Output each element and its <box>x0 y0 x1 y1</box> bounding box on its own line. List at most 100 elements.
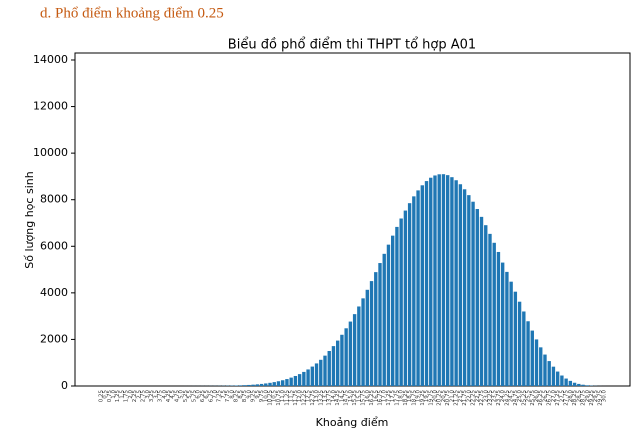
x-tick-label: 7.0 <box>213 390 219 399</box>
bar <box>348 321 353 386</box>
x-tick-label: 15.25 <box>352 390 358 406</box>
x-tick-label: 2.25 <box>132 390 138 403</box>
x-tick-label: 20.0 <box>432 390 438 403</box>
bar <box>500 262 505 386</box>
x-tick-label: 11.25 <box>284 390 290 406</box>
x-tick-label: 16.25 <box>369 390 375 406</box>
x-tick-label: 22.0 <box>466 390 472 403</box>
x-tick-label: 16.75 <box>377 390 383 406</box>
x-tick-label: 19.5 <box>424 390 430 403</box>
x-tick-label: 5.25 <box>183 390 189 403</box>
x-tick-label: 14.0 <box>331 390 337 403</box>
x-tick-label: 4.75 <box>174 390 180 403</box>
x-tick-label: 27.0 <box>551 390 557 403</box>
bar <box>543 354 547 386</box>
plot-frame <box>74 52 631 387</box>
bar <box>314 363 319 386</box>
x-tick-label: 24.5 <box>509 390 515 403</box>
x-tick-label: 3.0 <box>145 390 151 399</box>
bar <box>407 203 412 386</box>
x-tick-label: 10.0 <box>263 390 269 403</box>
x-tick-label: 6.0 <box>196 390 202 399</box>
x-tick-label: 7.75 <box>225 390 231 403</box>
bar <box>352 314 357 386</box>
bar <box>492 242 496 386</box>
x-tick-label: 22.75 <box>479 390 485 406</box>
bar <box>403 210 408 386</box>
x-tick-label: 19.0 <box>416 390 422 403</box>
y-tick-label: 8000 <box>40 193 68 206</box>
x-tick-label: 26.25 <box>538 390 544 406</box>
x-tick-label: 20.25 <box>437 390 443 406</box>
bar <box>386 244 391 386</box>
bar <box>572 382 577 386</box>
x-tick-label: 6.25 <box>200 390 206 403</box>
bar <box>560 375 564 386</box>
bar <box>416 190 420 386</box>
x-tick-label: 27.25 <box>555 390 561 406</box>
bar <box>568 380 573 386</box>
bar <box>297 374 302 386</box>
x-tick-label: 21.0 <box>449 390 455 403</box>
bar <box>526 321 530 386</box>
x-tick-label: 13.0 <box>314 390 320 403</box>
x-tick-label: 25.75 <box>530 390 536 406</box>
x-tick-label: 19.75 <box>428 390 434 406</box>
bar <box>513 291 518 386</box>
x-tick-label: 20.5 <box>441 390 447 403</box>
bar <box>471 201 475 386</box>
bar <box>378 263 382 386</box>
x-tick-label: 29.5 <box>593 390 599 403</box>
bar <box>522 311 526 386</box>
x-tick-label: 15.0 <box>348 390 354 403</box>
x-tick-label: 20.75 <box>445 390 451 406</box>
x-tick-label: 24.0 <box>500 390 506 403</box>
x-tick-label: 27.75 <box>564 390 570 406</box>
bar <box>247 384 251 386</box>
x-tick-label: 23.5 <box>492 390 498 403</box>
bar <box>327 351 331 386</box>
x-tick-label: 10.5 <box>272 390 278 403</box>
x-tick-label: 3.5 <box>153 390 159 399</box>
x-tick-label: 28.5 <box>576 390 582 403</box>
bar <box>289 377 293 386</box>
x-tick-label: 1.25 <box>115 390 121 403</box>
x-tick-label: 0.25 <box>98 390 104 403</box>
x-tick-label: 28.25 <box>572 390 578 406</box>
bar <box>302 371 306 386</box>
bar <box>281 380 285 386</box>
x-tick-label: 8.0 <box>229 390 235 399</box>
bar <box>369 281 374 386</box>
bar <box>264 383 268 386</box>
bar <box>336 340 340 386</box>
bar <box>458 184 463 386</box>
x-tick-label: 0.75 <box>107 390 113 403</box>
bar <box>374 272 378 386</box>
x-tick-label: 19.25 <box>420 390 426 406</box>
x-tick-label: 2.75 <box>141 390 147 403</box>
x-tick-label: 22.5 <box>475 390 481 403</box>
y-tick-label: 14000 <box>33 53 68 66</box>
x-tick-label: 11.0 <box>280 390 286 403</box>
bar <box>441 174 446 386</box>
x-tick-label: 24.25 <box>504 390 510 406</box>
x-tick-label: 13.75 <box>327 390 333 406</box>
bar <box>496 251 501 386</box>
x-tick-label: 13.25 <box>318 390 324 406</box>
bar <box>488 233 492 386</box>
bar <box>357 306 361 386</box>
x-tick-label: 12.5 <box>306 390 312 403</box>
x-tick-label: 4.5 <box>170 390 176 399</box>
bar <box>475 209 479 386</box>
x-tick-label: 29.75 <box>597 390 603 406</box>
bar <box>238 385 243 386</box>
bar <box>577 383 581 386</box>
bar <box>479 216 484 386</box>
x-tick-label: 15.75 <box>361 390 367 406</box>
bar <box>450 177 454 386</box>
x-tick-label: 9.5 <box>255 390 261 399</box>
bar <box>344 328 348 386</box>
x-tick-label: 9.0 <box>246 390 252 399</box>
x-tick-label: 18.25 <box>403 390 409 406</box>
y-tick-label: 2000 <box>40 332 68 345</box>
